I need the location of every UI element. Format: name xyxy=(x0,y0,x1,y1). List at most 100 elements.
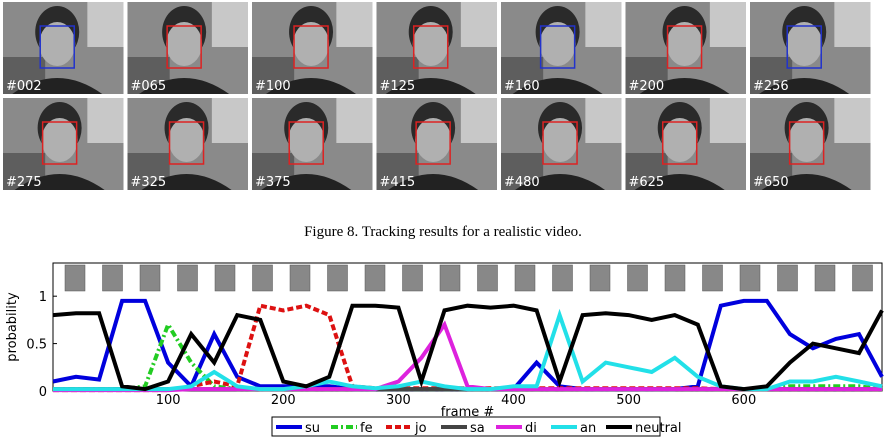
y-tick-label: 1 xyxy=(39,290,47,305)
series-line xyxy=(53,320,883,392)
series-line xyxy=(53,320,882,393)
background-window xyxy=(336,2,373,47)
track-box xyxy=(39,25,75,69)
frame-label: #160 xyxy=(504,79,540,94)
face xyxy=(293,22,330,66)
legend-label: neutral xyxy=(635,421,682,436)
background-window xyxy=(709,2,746,47)
background-window xyxy=(585,98,622,143)
face xyxy=(166,22,203,66)
frame-image: #650 xyxy=(750,98,871,190)
frame-image: #002 xyxy=(3,2,124,94)
background-window xyxy=(211,2,248,47)
thumbnail xyxy=(814,264,836,292)
track-box xyxy=(661,121,698,165)
frame-image: #160 xyxy=(501,2,622,94)
thumbnail xyxy=(364,264,386,292)
background-window xyxy=(87,2,124,47)
frame-image: #065 xyxy=(127,2,248,94)
thumbnail xyxy=(664,264,686,292)
face xyxy=(41,118,78,162)
body xyxy=(141,174,232,190)
legend-label: su xyxy=(305,421,320,436)
face xyxy=(542,118,579,162)
frame-label: #650 xyxy=(753,175,789,190)
x-tick-label: 100 xyxy=(156,393,181,408)
frame-image: #480 xyxy=(501,98,622,190)
track-box xyxy=(666,25,703,69)
thumbnail xyxy=(552,264,573,292)
x-axis-label: frame # xyxy=(441,405,495,420)
frame-image: #100 xyxy=(252,2,373,94)
face xyxy=(39,22,76,66)
frame-label: #002 xyxy=(6,79,42,94)
legend-label: sa xyxy=(470,421,485,436)
face xyxy=(666,22,703,66)
y-tick-label: 0 xyxy=(39,385,47,400)
thumbnail xyxy=(64,264,86,292)
track-box xyxy=(41,121,78,165)
frame-label: #325 xyxy=(131,175,167,190)
body xyxy=(512,78,603,94)
body xyxy=(761,174,852,190)
frame-image: #625 xyxy=(625,98,746,190)
frame-image: #275 xyxy=(3,98,124,190)
face xyxy=(168,118,205,162)
thumbnail xyxy=(289,264,311,292)
frame-label: #065 xyxy=(131,79,167,94)
thumbnail xyxy=(627,264,648,292)
track-box xyxy=(788,121,825,165)
frame-image: #125 xyxy=(376,2,497,94)
body xyxy=(12,78,103,94)
x-tick-label: 500 xyxy=(616,393,641,408)
y-axis-label: probability xyxy=(5,292,20,362)
body xyxy=(261,174,352,190)
series-line xyxy=(53,308,883,392)
frame-label: #256 xyxy=(753,79,789,94)
frame-image: #200 xyxy=(625,2,746,94)
series-line xyxy=(52,303,884,392)
thumbnail xyxy=(852,264,873,292)
thumbnail xyxy=(589,264,611,292)
track-box xyxy=(542,121,578,165)
legend-label: an xyxy=(580,421,596,436)
body xyxy=(385,78,476,94)
body xyxy=(759,78,850,94)
background-window xyxy=(460,2,497,47)
frame-image: #325 xyxy=(127,98,248,190)
track-box xyxy=(168,121,205,165)
x-tick-label: 600 xyxy=(731,393,756,408)
face xyxy=(415,118,452,162)
track-box xyxy=(539,25,576,69)
track-box xyxy=(415,121,451,165)
body xyxy=(266,78,357,94)
caption: Figure 8. Tracking results for a realist… xyxy=(304,224,582,240)
face xyxy=(788,118,825,162)
frame-label: #625 xyxy=(629,175,665,190)
body xyxy=(639,78,730,94)
body xyxy=(14,174,105,190)
thumbnail xyxy=(177,264,198,292)
background-window xyxy=(87,98,124,143)
face xyxy=(661,118,698,162)
thumbnail xyxy=(439,264,461,292)
frame-image: #256 xyxy=(750,2,871,94)
legend-label: fe xyxy=(360,421,373,436)
series-line xyxy=(53,303,882,393)
background-window xyxy=(336,98,373,143)
thumbnail xyxy=(252,264,273,292)
x-tick-label: 400 xyxy=(501,393,526,408)
body xyxy=(139,78,230,94)
frame-label: #415 xyxy=(380,175,416,190)
body xyxy=(388,174,479,190)
background-window xyxy=(834,2,871,47)
track-box xyxy=(412,25,449,69)
thumbnail xyxy=(702,264,723,292)
thumbnail xyxy=(514,264,536,292)
thumbnail xyxy=(402,264,423,292)
legend-label: di xyxy=(525,421,537,436)
track-box xyxy=(288,121,324,165)
frame-image: #375 xyxy=(252,98,373,190)
frame-label: #375 xyxy=(255,175,291,190)
x-tick-label: 200 xyxy=(271,393,296,408)
